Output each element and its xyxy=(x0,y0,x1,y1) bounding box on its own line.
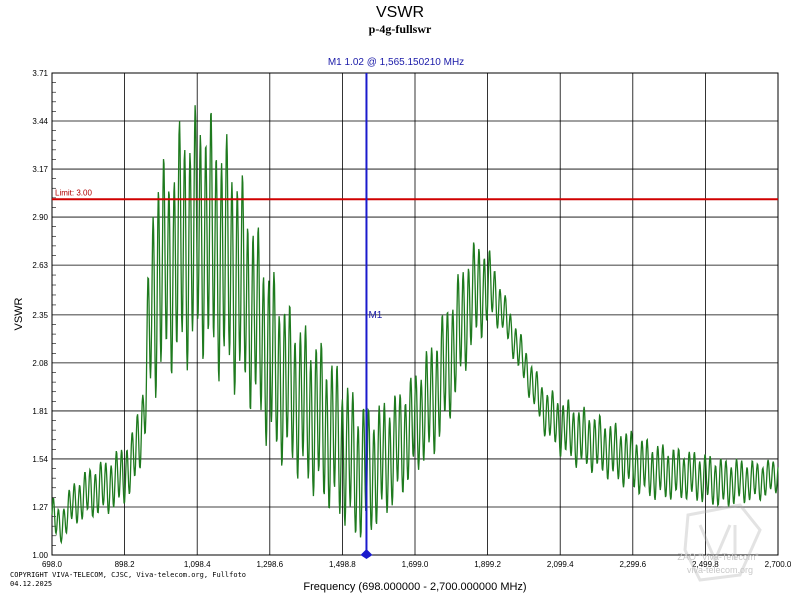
watermark-logo-icon xyxy=(683,503,762,582)
y-tick-labels: 1.00 1.27 1.54 1.81 2.08 2.35 2.63 2.90 3.17 3.44… xyxy=(32,69,48,560)
x-tick-label: 1,498.8 xyxy=(329,560,356,569)
x-axis-label: Frequency (698.000000 - 2,700.000000 MHz… xyxy=(303,581,526,593)
y-tick-label: 2.08 xyxy=(32,359,48,368)
x-tick-label: 2,700.0 xyxy=(765,560,792,569)
x-tick-label: 1,298.6 xyxy=(256,560,283,569)
y-tick-label: 3.17 xyxy=(32,165,48,174)
x-tick-label: 1,899.2 xyxy=(474,560,501,569)
series-lines xyxy=(51,105,779,545)
marker-readout: M1 1.02 @ 1,565.150210 MHz xyxy=(328,57,464,68)
x-tick-label: 2,499.8 xyxy=(692,560,719,569)
watermark-line1: ZAO "Viva-Telecom" xyxy=(677,552,758,562)
series-line-0 xyxy=(51,105,779,545)
y-axis-label: VSWR xyxy=(13,297,25,330)
x-tick-label: 898.2 xyxy=(115,560,136,569)
y-tick-label: 2.63 xyxy=(32,261,48,270)
y-tick-label: 3.44 xyxy=(32,117,48,126)
chart-title: VSWR xyxy=(376,4,424,21)
x-tick-label: 1,699.0 xyxy=(402,560,429,569)
y-tick-label: 2.90 xyxy=(32,213,48,222)
x-tick-label: 698.0 xyxy=(42,560,63,569)
chart-subtitle: p-4g-fullswr xyxy=(369,22,432,36)
watermark-line2: viva-telecom.org xyxy=(687,565,753,575)
grid-lines xyxy=(51,72,779,556)
x-tick-label: 2,099.4 xyxy=(547,560,574,569)
y-tick-label: 1.81 xyxy=(32,407,48,416)
marker-handle-icon[interactable] xyxy=(360,549,373,559)
y-tick-label: 1.54 xyxy=(32,455,48,464)
x-tick-labels: 698.0 898.2 1,098.4 1,298.6 1,498.8 1,699.0 1,… xyxy=(42,560,792,569)
y-tick-label: 2.35 xyxy=(32,311,48,320)
limit-label: Limit: 3.00 xyxy=(55,188,92,197)
x-tick-label: 1,098.4 xyxy=(184,560,211,569)
marker-label: M1 xyxy=(368,310,382,321)
y-tick-label: 3.71 xyxy=(32,69,48,78)
copyright-text: COPYRIGHT VIVA-TELECOM, CJSC, Viva-telec… xyxy=(10,571,246,579)
y-tick-label: 1.27 xyxy=(32,503,48,512)
copyright-date: 04.12.2025 xyxy=(10,580,52,588)
y-tick-label: 1.00 xyxy=(32,551,48,560)
x-tick-label: 2,299.6 xyxy=(619,560,646,569)
